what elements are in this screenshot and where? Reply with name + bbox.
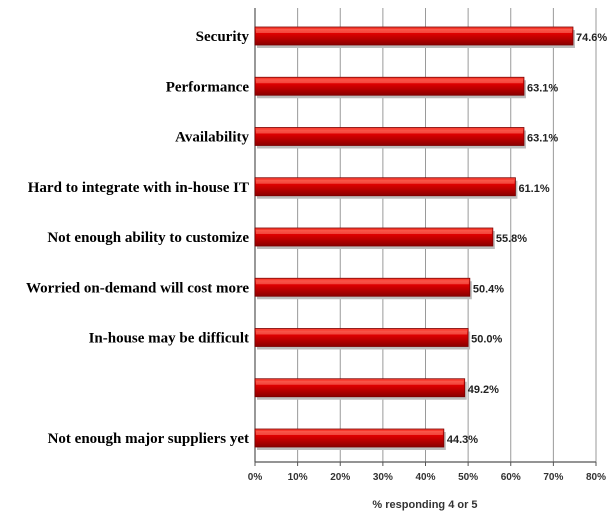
category-label: In-house may be difficult <box>89 331 249 347</box>
bar-value-label: 50.0% <box>471 334 502 346</box>
bar-value-label: 63.1% <box>527 133 558 145</box>
bar-value-label: 49.2% <box>468 384 499 396</box>
bar-highlight <box>256 79 523 84</box>
bar-value-label: 74.6% <box>576 32 607 44</box>
bar-highlight <box>256 431 443 435</box>
category-label: Hard to integrate with in-house IT <box>28 180 249 196</box>
category-label: Performance <box>166 79 250 95</box>
bar-highlight <box>256 230 492 234</box>
x-tick-label: 10% <box>288 472 308 483</box>
x-tick-label: 30% <box>373 472 393 483</box>
x-axis-title: % responding 4 or 5 <box>372 499 477 511</box>
x-tick-label: 70% <box>543 472 563 483</box>
bar-highlight <box>256 129 523 134</box>
x-axis-ticks: 0% 10% 20% 30% 40% 50% 60% 70% 80% <box>248 462 606 483</box>
bar-value-label: 50.4% <box>473 283 504 295</box>
bar-highlight <box>256 179 515 184</box>
category-label: Not enough major suppliers yet <box>48 431 249 447</box>
bar-highlight <box>256 330 468 335</box>
x-tick-label: 50% <box>458 472 478 483</box>
bar-value-label: 44.3% <box>447 434 478 446</box>
x-tick-label: 60% <box>501 472 521 483</box>
x-tick-label: 0% <box>248 472 263 483</box>
bar-value-label: 63.1% <box>527 82 558 94</box>
bar-highlight <box>256 280 469 285</box>
x-tick-label: 80% <box>586 472 606 483</box>
bar-highlight <box>256 29 572 33</box>
x-tick-label: 40% <box>415 472 435 483</box>
bar-highlight <box>256 380 464 385</box>
category-label: Worried on-demand will cost more <box>26 280 249 296</box>
x-tick-label: 20% <box>330 472 350 483</box>
category-label: Security <box>196 29 250 45</box>
category-labels: 74.6% Security 63.1% Performance 63.1% Availa… <box>26 29 607 447</box>
bar-value-label: 55.8% <box>496 233 527 245</box>
category-label: Not enough ability to customize <box>47 230 249 246</box>
bars <box>254 26 575 450</box>
category-label: Availability <box>175 130 249 146</box>
bar-value-label: 61.1% <box>518 183 549 195</box>
